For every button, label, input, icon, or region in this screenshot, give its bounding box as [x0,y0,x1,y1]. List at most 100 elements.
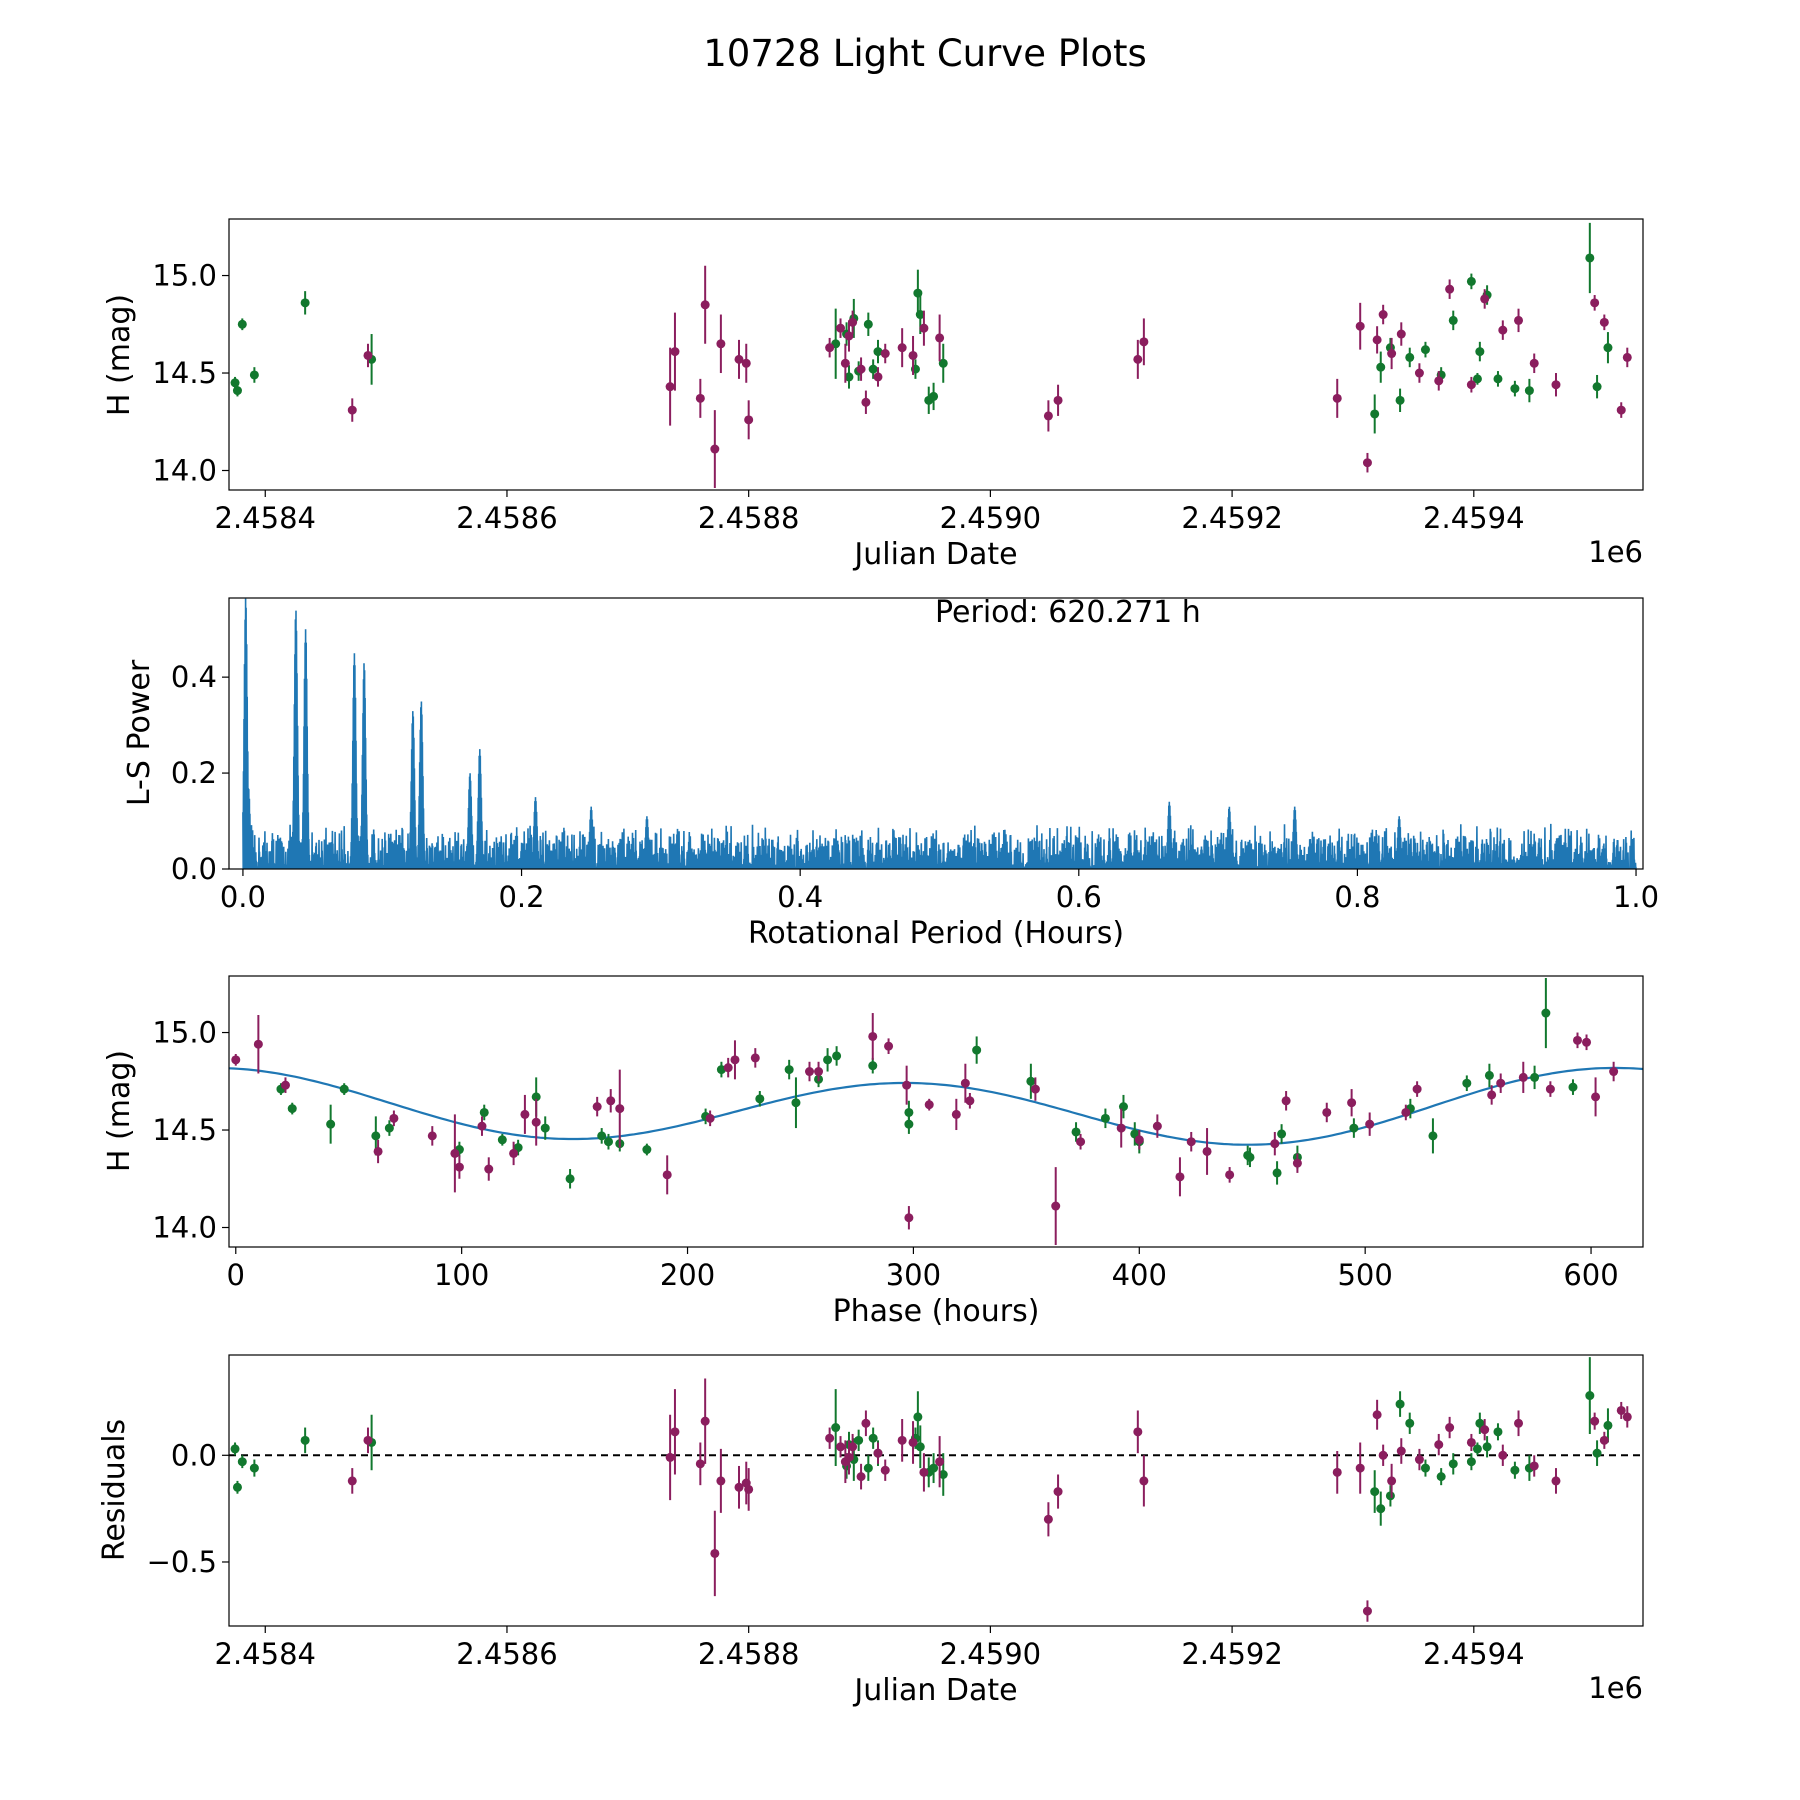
data-point [1395,1399,1405,1409]
data-point [253,1039,263,1049]
data-point [497,1135,507,1145]
residuals-plot-area [229,1357,1643,1622]
data-point [854,1435,864,1445]
data-point [1401,1107,1411,1117]
data-point [531,1092,541,1102]
data-point [848,1442,858,1452]
data-point [929,391,939,401]
data-point [919,1467,929,1477]
data-point [1518,1072,1528,1082]
data-point [856,364,866,374]
data-point [935,1457,945,1467]
data-point [1591,1092,1601,1102]
residuals-ticks: 2.4584 2.4586 2.4588 2.4590 2.4592 2.4594 −0.5… [147,1438,1525,1671]
data-point [1448,1459,1458,1469]
y-tick-label: 0.0 [171,1438,217,1472]
data-point [880,349,890,359]
data-point [1043,411,1053,421]
data-point [1272,1168,1282,1178]
data-point [938,358,948,368]
residuals-xlabel: Julian Date [852,1673,1017,1708]
data-point [831,1423,841,1433]
data-point [873,347,883,357]
data-point [897,1435,907,1445]
data-point [231,1055,241,1065]
residuals-axes-frame [228,1354,1644,1627]
data-point [565,1174,575,1184]
data-point [868,1433,878,1443]
data-point [1134,1135,1144,1145]
data-point [1414,1455,1424,1465]
data-point [1529,1461,1539,1471]
data-point [868,364,878,374]
data-point [825,1433,835,1443]
data-point [230,1444,240,1454]
data-point [1376,1504,1386,1514]
data-point [606,1096,616,1106]
data-point [642,1145,652,1155]
data-point [1053,395,1063,405]
y-tick-label: 15.0 [152,1016,217,1050]
data-point [520,1109,530,1119]
data-point [339,1084,349,1094]
x-tick-label: 2.4592 [1181,501,1282,535]
data-point [1496,1078,1506,1088]
data-point [1545,1084,1555,1094]
data-point [897,343,907,353]
data-point [1026,1076,1036,1086]
x-tick-label: 400 [1112,1258,1167,1292]
y-tick-label: 14.5 [152,356,217,390]
data-point [1530,1072,1540,1082]
data-point [592,1102,602,1112]
data-point [873,1448,883,1458]
data-point [1385,1491,1395,1501]
data-point [1270,1139,1280,1149]
data-point [1475,347,1485,357]
light-curve-plot-area [230,222,1632,489]
data-point [1493,1427,1503,1437]
data-point [1622,352,1632,362]
data-point [1186,1137,1196,1147]
data-point [716,339,726,349]
data-point [929,1463,939,1473]
residuals-ylabel: Residuals [97,1419,132,1561]
data-point [450,1148,460,1158]
panel-light-curve: 2.4584 2.4586 2.4588 2.4590 2.4592 2.4594 14.0… [102,218,1644,572]
data-point [1405,1418,1415,1428]
light-curve-ylabel: H (mag) [102,294,137,416]
data-point [1462,1078,1472,1088]
data-point [373,1146,383,1156]
data-point [856,1472,866,1482]
data-point [908,1437,918,1447]
data-point [237,319,247,329]
data-point [1592,382,1602,392]
data-point [960,1078,970,1088]
data-point [603,1137,613,1147]
y-tick-label: 14.0 [152,454,217,488]
data-point [1133,1427,1143,1437]
data-point [832,1051,842,1061]
data-point [1590,298,1600,308]
x-tick-label: 0.8 [1334,880,1380,914]
data-point [884,1041,894,1051]
data-point [1376,362,1386,372]
data-point [1362,458,1372,468]
y-tick-label: 15.0 [152,259,217,293]
y-tick-label: 0.4 [171,660,217,694]
panel-periodogram: 0.0 0.2 0.4 0.6 0.8 1.0 0.0 0.2 0.4 Period: 620.… [122,595,1659,951]
data-point [700,1416,710,1426]
data-point [913,1412,923,1422]
data-point [1412,1084,1422,1094]
data-point [965,1096,975,1106]
data-point [1281,1096,1291,1106]
x-tick-label: 2.4584 [215,1637,316,1671]
data-point [232,1482,242,1492]
data-point [1616,1405,1626,1415]
data-point [1175,1172,1185,1182]
phased-axes-frame [228,975,1644,1248]
data-point [1365,1119,1375,1129]
x-tick-label: 2.4590 [940,501,1041,535]
data-point [1370,1487,1380,1497]
data-point [232,386,242,396]
data-point [1510,384,1520,394]
